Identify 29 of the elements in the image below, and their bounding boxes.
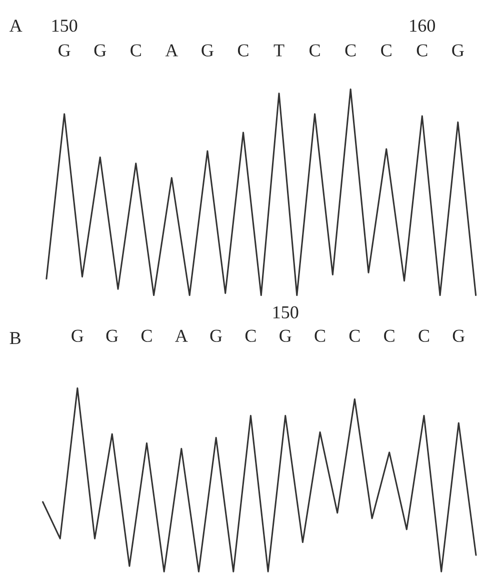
x-tick-label: C (130, 44, 141, 56)
text: 150 (52, 20, 78, 32)
x-tick-label: C (349, 330, 360, 342)
x-tick-label: G (202, 44, 214, 56)
x-tick-label: C (310, 44, 320, 56)
x-tick-label: C (418, 330, 430, 342)
x-tick-label: G (280, 330, 292, 342)
x-tick-label: C (345, 44, 356, 56)
x-tick-label: G (72, 330, 84, 342)
x-tick-label: G (94, 44, 106, 56)
x-tick-label: C (141, 330, 152, 342)
x-tick-label: T (274, 44, 284, 56)
x-tick-label: C (381, 44, 392, 56)
x-tick-label: G (452, 44, 464, 56)
chart-title: A (9, 20, 22, 32)
x-tick-label: A (175, 330, 188, 342)
text: 150 (273, 306, 298, 318)
x-tick-label: C (245, 330, 256, 342)
x-tick-label: C (238, 44, 248, 56)
x-tick-label: A (165, 44, 178, 56)
chart-title: B (10, 332, 20, 344)
text: 160 (410, 20, 435, 32)
x-tick-label: G (106, 330, 118, 342)
x-tick-label: C (384, 330, 394, 342)
x-tick-label: G (452, 330, 465, 342)
x-tick-label: G (58, 44, 70, 56)
x-tick-label: G (210, 330, 222, 342)
x-tick-label: C (416, 44, 428, 56)
x-tick-label: C (314, 330, 326, 342)
